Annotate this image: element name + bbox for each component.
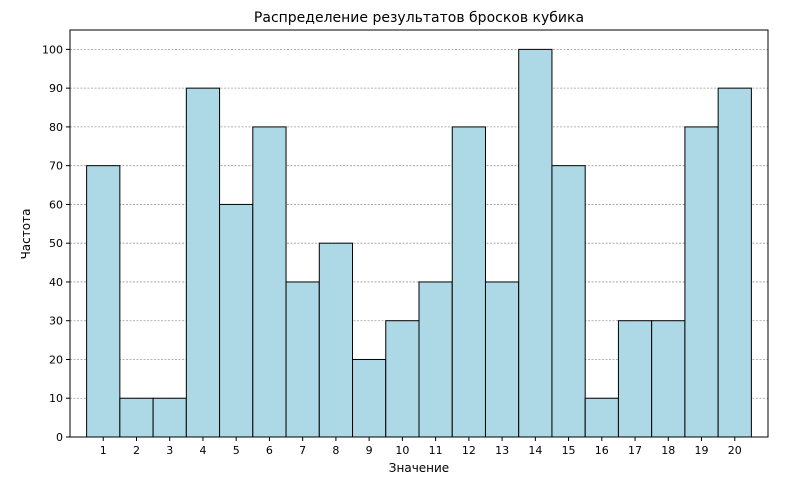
x-tick-label: 18: [661, 444, 675, 457]
bars-layer: [86, 48, 752, 438]
bar: [717, 87, 752, 438]
y-tick-label: 60: [49, 198, 63, 211]
x-tick-label: 12: [462, 444, 476, 457]
y-tick-label: 10: [49, 392, 63, 405]
x-tick-label: 10: [395, 444, 409, 457]
y-axis-label: Частота: [19, 209, 33, 260]
x-tick-label: 19: [695, 444, 709, 457]
x-tick-label: 14: [528, 444, 542, 457]
x-axis-label: Значение: [389, 461, 449, 475]
x-tick-label: 4: [199, 444, 206, 457]
bar: [451, 126, 486, 438]
x-tick-label: 2: [133, 444, 140, 457]
bar: [418, 281, 453, 438]
y-tick-label: 80: [49, 121, 63, 134]
bar: [617, 320, 653, 438]
bar: [385, 320, 420, 438]
y-tick-label: 20: [49, 353, 63, 366]
x-tick-label: 20: [728, 444, 742, 457]
y-tick-label: 90: [49, 82, 63, 95]
bar: [152, 397, 187, 438]
x-tick-label: 13: [495, 444, 509, 457]
bar: [185, 87, 221, 438]
y-tick-label: 30: [49, 315, 63, 328]
y-tick-label: 40: [49, 276, 63, 289]
x-tick-label: 8: [332, 444, 339, 457]
bar: [86, 165, 121, 438]
bar: [352, 358, 387, 438]
x-tick-label: 17: [628, 444, 642, 457]
bar: [551, 165, 586, 438]
y-axis: 0 10 20 30 40 50 60 70 80 90 100: [42, 43, 70, 444]
y-tick-label: 100: [42, 43, 63, 56]
y-tick-label: 0: [56, 431, 63, 444]
bar: [584, 397, 619, 438]
bar: [252, 126, 287, 438]
x-tick-label: 6: [266, 444, 273, 457]
x-tick-label: 15: [562, 444, 576, 457]
x-tick-label: 11: [429, 444, 443, 457]
x-tick-label: 9: [366, 444, 373, 457]
bar: [684, 126, 719, 438]
x-tick-label: 5: [233, 444, 240, 457]
plot-frame: [69, 29, 769, 438]
bar: [219, 203, 254, 438]
x-tick-label: 3: [166, 444, 173, 457]
bar: [651, 320, 686, 438]
y-tick-label: 70: [49, 160, 63, 173]
chart-title: Распределение результатов бросков кубика: [254, 10, 584, 26]
bar: [484, 281, 520, 438]
bar: [119, 397, 154, 438]
x-tick-label: 1: [100, 444, 107, 457]
x-axis: 1 2 3 4 5 6 7 8 9 10 11 12 13 14 15 16 17 18 19 20: [100, 437, 742, 457]
x-tick-label: 7: [299, 444, 306, 457]
bar: [285, 281, 320, 438]
bar: [318, 242, 354, 438]
bar: [518, 48, 553, 438]
x-tick-label: 16: [595, 444, 609, 457]
y-tick-label: 50: [49, 237, 63, 250]
